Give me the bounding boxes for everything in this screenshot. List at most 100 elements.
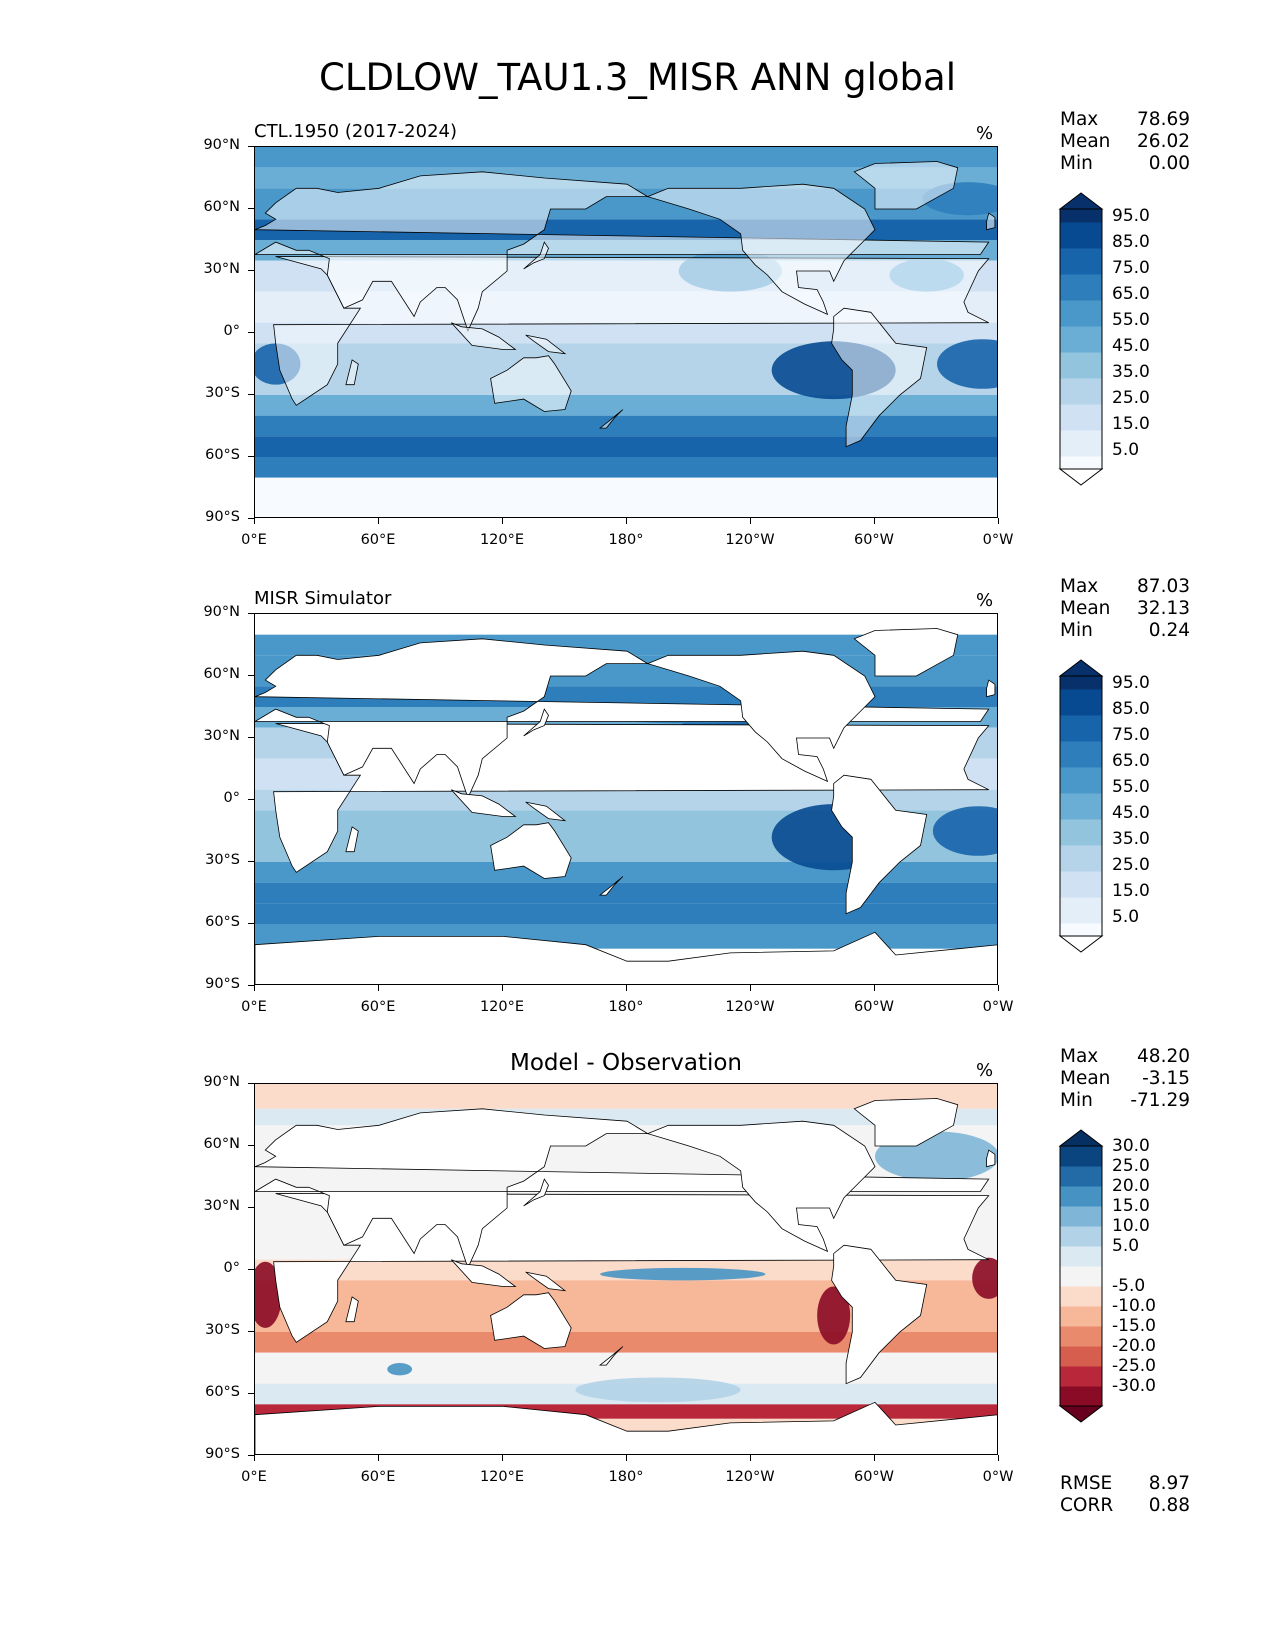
- y-tick-mark: [248, 923, 254, 925]
- land-indonesia: [451, 789, 517, 817]
- contour-blob: [575, 1377, 741, 1403]
- x-tick-label: 120°W: [725, 1469, 775, 1485]
- panel-diff: Model - Observation % Max 48.20 Mean -3.15…: [0, 1046, 1275, 1516]
- colorbar-tick-label: 15.0: [1112, 880, 1150, 901]
- panel-model: CTL.1950 (2017-2024) % Max 78.69 Mean 26.0…: [0, 109, 1275, 561]
- land-south-america: [831, 307, 928, 448]
- stat-min-label: Min: [1060, 153, 1093, 174]
- colorbar-segment: [1060, 884, 1102, 898]
- x-tick-label: 120°W: [725, 532, 775, 548]
- stat-min-value: 0.00: [1148, 153, 1190, 174]
- x-tick-mark: [998, 518, 1000, 524]
- colorbar-tick-label: 45.0: [1112, 802, 1150, 823]
- stats-box: Max 87.03 Mean 32.13 Min 0.24: [1060, 576, 1190, 642]
- colorbar-tick-label: -30.0: [1112, 1376, 1156, 1396]
- y-tick-mark: [248, 1331, 254, 1333]
- y-tick-mark: [248, 1269, 254, 1271]
- colorbar-tick-label: 95.0: [1112, 672, 1150, 693]
- y-tick-mark: [248, 1083, 254, 1085]
- y-tick-label: 60°S: [205, 914, 240, 930]
- colorbar-segment: [1060, 313, 1102, 327]
- colorbar-segment: [1060, 1226, 1102, 1247]
- colorbar-segment: [1060, 1266, 1102, 1287]
- units-label: %: [976, 123, 994, 144]
- panel-title: CTL.1950 (2017-2024): [254, 121, 458, 142]
- colorbar-segment: [1060, 780, 1102, 794]
- y-tick-label: 0°: [223, 1260, 240, 1276]
- units-label: %: [976, 590, 994, 611]
- land-australia: [490, 822, 572, 879]
- colorbar-extend-max: [1058, 659, 1104, 677]
- y-tick-label: 0°: [223, 323, 240, 339]
- colorbar-segment: [1060, 339, 1102, 353]
- contour-band: [255, 1280, 997, 1301]
- x-tick-label: 0°E: [241, 1469, 267, 1485]
- x-tick-label: 180°: [608, 1469, 644, 1485]
- land-uk: [986, 679, 996, 698]
- y-tick-label: 30°N: [203, 1198, 240, 1214]
- x-tick-mark: [874, 1455, 876, 1461]
- land-indonesia: [451, 322, 517, 350]
- colorbar-segment: [1060, 793, 1102, 807]
- colorbar-tick-label: 5.0: [1112, 906, 1140, 927]
- x-tick-label: 120°E: [479, 999, 525, 1015]
- y-tick-mark: [248, 737, 254, 739]
- stat-min-label: Min: [1060, 620, 1093, 641]
- colorbar-tick-label: 75.0: [1112, 257, 1150, 278]
- contour-band: [255, 415, 997, 437]
- x-tick-label: 0°W: [982, 999, 1014, 1015]
- colorbar-segment: [1060, 806, 1102, 820]
- colorbar-tick-label: 65.0: [1112, 750, 1150, 771]
- y-tick-mark: [248, 1207, 254, 1209]
- colorbar-tick-label: 25.0: [1112, 387, 1150, 408]
- land-uk: [986, 1149, 996, 1168]
- colorbar-segment: [1060, 365, 1102, 379]
- y-tick-label: 60°N: [203, 199, 240, 215]
- y-tick-label: 90°N: [203, 604, 240, 620]
- contour-band: [255, 322, 997, 344]
- contour-blob: [600, 1267, 766, 1281]
- colorbar-segment: [1060, 235, 1102, 249]
- colorbar-tick-label: 15.0: [1112, 1196, 1150, 1216]
- colorbar-segment: [1060, 715, 1102, 729]
- x-tick-label: 120°E: [479, 1469, 525, 1485]
- panel-title: MISR Simulator: [254, 588, 392, 609]
- colorbar-segment: [1060, 1306, 1102, 1327]
- x-tick-mark: [378, 985, 380, 991]
- land-north-america: [646, 1120, 876, 1253]
- y-tick-mark: [248, 146, 254, 148]
- land-madagascar: [345, 359, 359, 386]
- colorbar-segment: [1060, 417, 1102, 431]
- colorbar-tick-label: 45.0: [1112, 335, 1150, 356]
- y-tick-mark: [248, 456, 254, 458]
- colorbar-segment: [1060, 300, 1102, 314]
- colorbar-segment: [1060, 1366, 1102, 1387]
- colorbar-segment: [1060, 1206, 1102, 1227]
- x-tick-label: 60°E: [360, 999, 396, 1015]
- map-svg: [255, 1084, 997, 1454]
- x-tick-mark: [502, 1455, 504, 1461]
- land-eurasia: [255, 1108, 990, 1269]
- stat-mean-label: Mean: [1060, 598, 1111, 619]
- y-tick-label: 30°S: [205, 852, 240, 868]
- land-new-guinea: [525, 334, 567, 355]
- contour-blob: [937, 339, 997, 389]
- colorbar-segment: [1060, 754, 1102, 768]
- colorbar-tick-label: -25.0: [1112, 1356, 1156, 1376]
- stat-max-label: Max: [1060, 576, 1099, 597]
- land-south-america: [831, 1244, 928, 1385]
- x-tick-mark: [750, 1455, 752, 1461]
- map-svg: [255, 614, 997, 984]
- land-new-zealand: [598, 876, 624, 896]
- contour-band: [255, 395, 997, 416]
- y-tick-label: 60°S: [205, 447, 240, 463]
- land-madagascar: [345, 1296, 359, 1323]
- land-australia: [490, 1292, 572, 1349]
- colorbar-svg: [1058, 192, 1104, 486]
- contour-band: [255, 1332, 997, 1353]
- colorbar-segment: [1060, 871, 1102, 885]
- y-tick-mark: [248, 1455, 254, 1457]
- contour-band: [255, 903, 997, 924]
- colorbar-segment: [1060, 352, 1102, 366]
- stats-box: Max 48.20 Mean -3.15 Min -71.29: [1060, 1046, 1190, 1112]
